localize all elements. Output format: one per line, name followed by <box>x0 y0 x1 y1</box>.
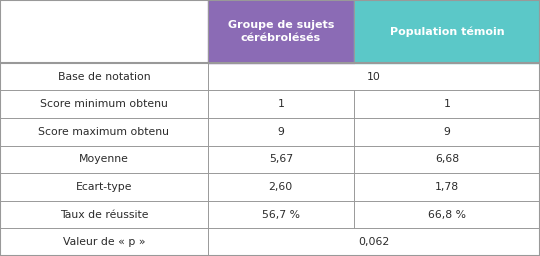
Bar <box>0 146 540 173</box>
Text: Moyenne: Moyenne <box>79 154 129 164</box>
Text: Population témoin: Population témoin <box>389 26 504 37</box>
Text: Groupe de sujets
cérébrolésés: Groupe de sujets cérébrolésés <box>228 20 334 42</box>
Text: 5,67: 5,67 <box>269 154 293 164</box>
Text: 2,60: 2,60 <box>269 182 293 192</box>
Text: Base de notation: Base de notation <box>58 71 150 81</box>
Text: Taux de réussite: Taux de réussite <box>60 210 148 220</box>
Bar <box>0 118 540 146</box>
Bar <box>0 201 540 228</box>
Text: 66,8 %: 66,8 % <box>428 210 466 220</box>
Text: Valeur de « p »: Valeur de « p » <box>63 237 145 247</box>
Bar <box>354 0 540 63</box>
Text: 1: 1 <box>443 99 450 109</box>
Bar <box>0 90 540 118</box>
Text: 6,68: 6,68 <box>435 154 459 164</box>
Text: Ecart-type: Ecart-type <box>76 182 132 192</box>
Text: 9: 9 <box>443 127 450 137</box>
Text: 10: 10 <box>367 71 381 81</box>
Text: 0,062: 0,062 <box>359 237 389 247</box>
Text: 56,7 %: 56,7 % <box>262 210 300 220</box>
Bar <box>0 173 540 201</box>
Text: 1: 1 <box>278 99 284 109</box>
Text: 1,78: 1,78 <box>435 182 459 192</box>
Bar <box>208 0 354 63</box>
Bar <box>0 228 540 256</box>
Text: Score minimum obtenu: Score minimum obtenu <box>40 99 168 109</box>
Text: 9: 9 <box>278 127 284 137</box>
Text: Score maximum obtenu: Score maximum obtenu <box>38 127 170 137</box>
Bar <box>0 63 540 90</box>
